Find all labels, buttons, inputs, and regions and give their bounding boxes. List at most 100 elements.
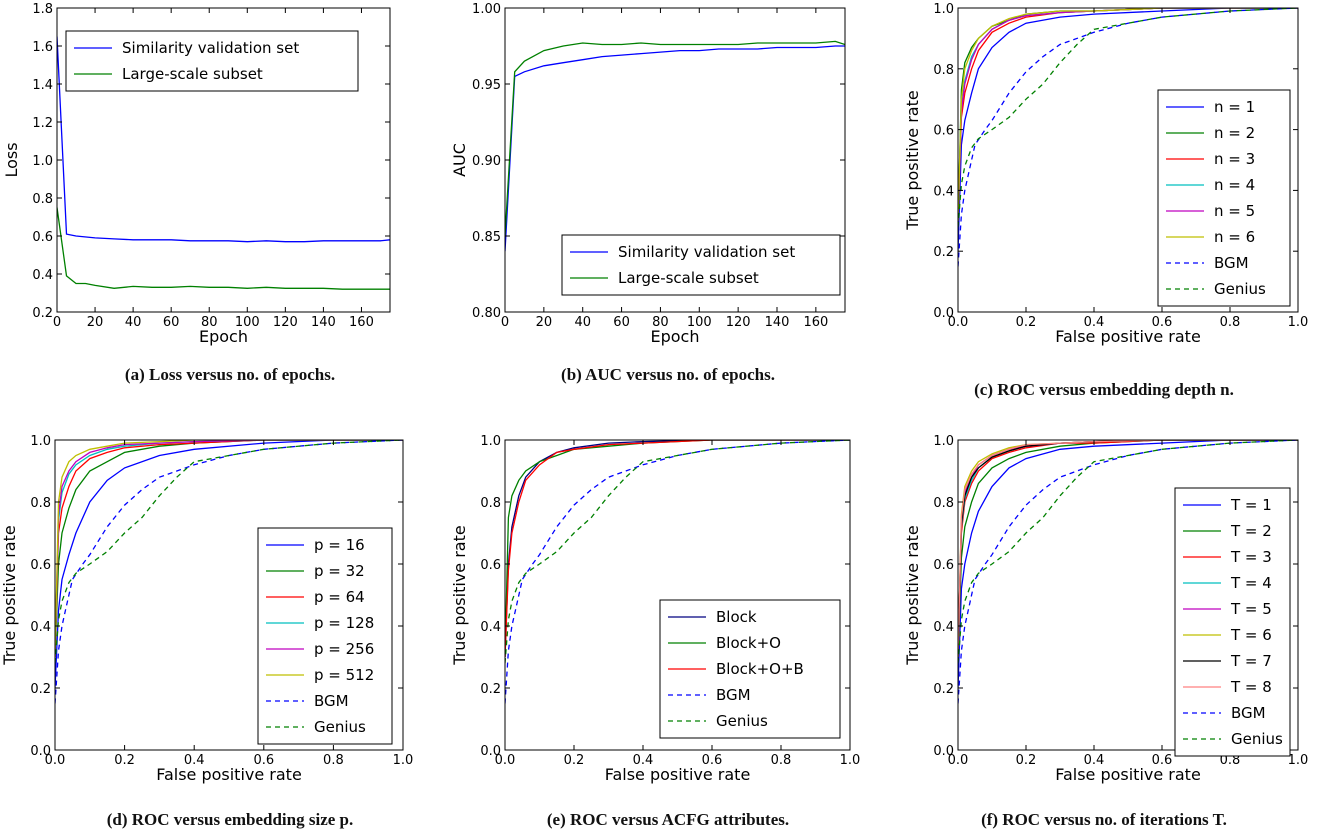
legend-label: Block+O+B xyxy=(716,660,804,678)
y-tick-label: 0.2 xyxy=(32,306,53,321)
x-tick-label: 80 xyxy=(201,315,218,330)
legend-box xyxy=(65,30,359,92)
y-tick-label: 0.0 xyxy=(30,744,51,759)
chart-d: 0.0 0.2 0.4 0.6 0.8 1.0 0.0 0.2 0.4 0.6 0.8 1.0 Fals… xyxy=(0,434,413,784)
y-tick-label: 0.0 xyxy=(933,306,954,321)
legend-label: p = 512 xyxy=(314,666,374,684)
x-tick-label: 0.2 xyxy=(1016,753,1037,768)
y-axis-label: True positive rate xyxy=(903,90,922,230)
y-axis-label: True positive rate xyxy=(0,525,19,665)
series-line xyxy=(57,36,390,243)
legend-label: n = 3 xyxy=(1214,150,1255,168)
legend-label: T = 1 xyxy=(1230,496,1272,514)
x-tick-label: 100 xyxy=(687,315,712,330)
chart-c: 0.0 0.2 0.4 0.6 0.8 1.0 0.0 0.2 0.4 0.6 0.8 1.0 Fals… xyxy=(903,2,1308,346)
x-tick-label: 0.0 xyxy=(948,315,969,330)
legend-label: T = 3 xyxy=(1230,548,1272,566)
legend-label: p = 32 xyxy=(314,562,365,580)
y-tick-label: 0.4 xyxy=(480,620,501,635)
legend-label: p = 128 xyxy=(314,614,374,632)
x-tick-label: 0.6 xyxy=(1152,315,1173,330)
y-tick-label: 0.8 xyxy=(32,192,53,207)
x-tick-label: 80 xyxy=(652,315,669,330)
y-tick-label: 1.8 xyxy=(32,2,53,17)
legend-label: T = 7 xyxy=(1230,652,1272,670)
x-tick-label: 0.8 xyxy=(323,753,344,768)
legend: Similarity validation set Large-scale sub… xyxy=(65,30,359,92)
y-tick-label: 0.6 xyxy=(30,558,51,573)
x-axis-label: False positive rate xyxy=(1055,327,1201,346)
chart-f: 0.0 0.2 0.4 0.6 0.8 1.0 0.0 0.2 0.4 0.6 0.8 1.0 Fals… xyxy=(903,434,1308,784)
x-tick-label: 60 xyxy=(613,315,630,330)
series-line xyxy=(958,8,1298,267)
x-tick-label: 60 xyxy=(163,315,180,330)
legend-label: BGM xyxy=(314,692,349,710)
legend-box xyxy=(257,527,393,745)
x-tick-label: 1.0 xyxy=(393,753,414,768)
legend-label: Genius xyxy=(1231,730,1283,748)
legend-label: Genius xyxy=(1214,280,1266,298)
x-tick-label: 0.0 xyxy=(495,753,516,768)
x-axis-label: False positive rate xyxy=(1055,765,1201,784)
x-tick-label: 0.4 xyxy=(1084,753,1105,768)
x-tick-label: 1.0 xyxy=(840,753,861,768)
y-tick-label: 0.8 xyxy=(933,496,954,511)
plot-frame xyxy=(54,439,404,751)
y-tick-label: 1.0 xyxy=(933,2,954,17)
x-axis-label: Epoch xyxy=(199,327,248,346)
series-line xyxy=(958,440,1298,658)
y-tick-label: 0.4 xyxy=(30,620,51,635)
series-line xyxy=(55,440,403,658)
legend-box xyxy=(1157,89,1291,307)
x-axis-label: False positive rate xyxy=(156,765,302,784)
y-tick-label: 0.2 xyxy=(933,245,954,260)
y-tick-label: 1.2 xyxy=(32,116,53,131)
legend: T = 1 T = 2 T = 3 T = 4 T = 5 T = 6 T = 7 T = 8… xyxy=(1174,487,1291,757)
series-group xyxy=(505,40,845,252)
chart-e: 0.0 0.2 0.4 0.6 0.8 1.0 0.0 0.2 0.4 0.6 0.8 1.0 Fals… xyxy=(450,434,860,784)
y-tick-label: 0.80 xyxy=(472,306,501,321)
series-line xyxy=(958,440,1298,658)
y-tick-label: 0.0 xyxy=(480,744,501,759)
y-tick-label: 0.6 xyxy=(32,230,53,245)
chart-b: 0 20 40 60 80 100 120 140 160 0.80 0.85 0.90 0.95 1.0… xyxy=(450,2,846,346)
series-line xyxy=(505,440,850,664)
plot-frame xyxy=(504,439,851,751)
series-line xyxy=(505,440,850,658)
y-tick-label: 0.90 xyxy=(472,154,501,169)
series-line xyxy=(55,440,403,658)
legend-box xyxy=(1174,487,1291,757)
plot-frame xyxy=(957,439,1299,751)
legend-label: p = 16 xyxy=(314,536,365,554)
y-tick-label: 0.4 xyxy=(933,620,954,635)
x-tick-label: 100 xyxy=(235,315,260,330)
legend-label: T = 5 xyxy=(1230,600,1272,618)
x-tick-label: 160 xyxy=(803,315,828,330)
legend: Block Block+O Block+O+B BGM Genius xyxy=(659,599,841,739)
y-tick-label: 0.95 xyxy=(472,78,501,93)
legend-label: n = 4 xyxy=(1214,176,1255,194)
series-line xyxy=(958,8,1298,221)
series-line xyxy=(505,440,850,704)
y-tick-label: 0.6 xyxy=(933,124,954,139)
legend-label: Similarity validation set xyxy=(618,243,795,261)
legend-label: p = 256 xyxy=(314,640,374,658)
legend-label: Large-scale subset xyxy=(618,269,759,287)
x-tick-label: 40 xyxy=(574,315,591,330)
x-tick-label: 0 xyxy=(53,315,61,330)
legend-label: T = 6 xyxy=(1230,626,1272,644)
series-line xyxy=(55,440,403,664)
series-line xyxy=(958,8,1298,221)
series-group xyxy=(57,36,390,290)
legend-label: Similarity validation set xyxy=(122,39,299,57)
y-tick-label: 1.0 xyxy=(933,434,954,449)
legend-label: n = 5 xyxy=(1214,202,1255,220)
x-tick-label: 20 xyxy=(87,315,104,330)
legend-label: Genius xyxy=(314,718,366,736)
y-tick-label: 0.2 xyxy=(933,682,954,697)
series-line xyxy=(505,440,850,658)
series-line xyxy=(958,440,1298,664)
legend-label: n = 2 xyxy=(1214,124,1255,142)
x-tick-label: 0.4 xyxy=(633,753,654,768)
legend-box xyxy=(561,234,841,296)
